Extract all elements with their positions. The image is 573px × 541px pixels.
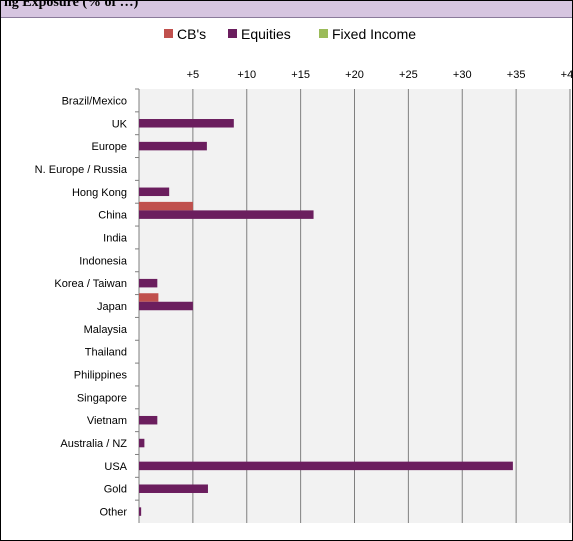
bar — [139, 141, 207, 151]
category-label: Singapore — [77, 392, 127, 404]
legend-label: Fixed Income — [332, 26, 416, 42]
category-label: Gold — [104, 484, 127, 496]
bar — [139, 484, 208, 493]
category-label: Malaysia — [84, 324, 128, 336]
category-label: Australia / NZ — [60, 438, 127, 450]
category-label: N. Europe / Russia — [35, 164, 128, 176]
category-label: Japan — [97, 301, 127, 313]
bar — [139, 415, 158, 425]
legend-label: Equities — [241, 26, 291, 42]
header-band: ng Exposure (% of …) — [1, 1, 572, 18]
bar — [139, 461, 513, 471]
bar — [139, 187, 170, 197]
legend-label: CB's — [177, 26, 206, 42]
category-label: Indonesia — [79, 255, 128, 267]
bar — [139, 278, 158, 288]
bar — [139, 119, 234, 128]
category-label: Hong Kong — [72, 187, 127, 199]
x-tick-label: +35 — [507, 69, 526, 81]
category-label: Brazil/Mexico — [62, 95, 127, 107]
bar — [139, 301, 193, 311]
category-label: Other — [99, 507, 127, 519]
bar — [139, 438, 145, 448]
x-tick-label: +15 — [291, 69, 310, 81]
category-label: Europe — [92, 141, 127, 153]
legend-swatch — [164, 29, 173, 38]
bar — [139, 201, 193, 211]
bar — [139, 507, 142, 516]
category-label: UK — [112, 118, 128, 130]
category-label: USA — [104, 461, 127, 473]
category-label: India — [103, 232, 128, 244]
legend-swatch — [319, 29, 328, 38]
x-tick-label: +5 — [187, 69, 200, 81]
category-label: Vietnam — [87, 415, 127, 427]
category-label: Korea / Taiwan — [54, 278, 127, 290]
category-label: China — [98, 210, 128, 222]
header-text: ng Exposure (% of …) — [4, 1, 139, 10]
x-tick-label: +30 — [453, 69, 472, 81]
x-tick-label: +25 — [399, 69, 418, 81]
bar — [139, 293, 159, 302]
category-label: Philippines — [74, 370, 128, 382]
x-tick-label: +20 — [345, 69, 364, 81]
category-label: Thailand — [85, 347, 127, 359]
x-tick-label: +40 — [561, 69, 572, 81]
bar — [139, 210, 314, 219]
x-tick-label: +10 — [237, 69, 256, 81]
legend-swatch — [228, 29, 237, 38]
